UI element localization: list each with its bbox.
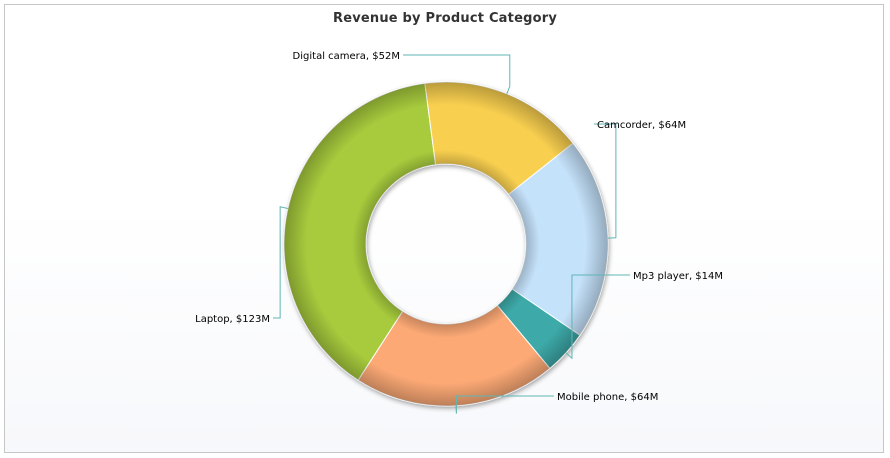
label-connectors <box>273 54 630 414</box>
label-digital-camera: Digital camera, $52M <box>293 51 400 62</box>
slice-labels: Camcorder, $64M Mp3 player, $14M Mobile ph… <box>195 51 723 403</box>
connector-digital-camera <box>403 54 511 95</box>
label-camcorder: Camcorder, $64M <box>597 120 686 131</box>
connector-camcorder <box>594 123 617 239</box>
connector-mp3-player <box>565 274 630 360</box>
ring-bevel <box>284 82 608 406</box>
connector-laptop <box>273 206 289 319</box>
connector-mobile-phone <box>455 395 554 414</box>
label-mp3-player: Mp3 player, $14M <box>633 271 723 282</box>
label-mobile-phone: Mobile phone, $64M <box>557 392 658 403</box>
ring-shading <box>284 82 608 406</box>
chart-title: Revenue by Product Category <box>332 11 558 26</box>
label-laptop: Laptop, $123M <box>195 314 270 325</box>
